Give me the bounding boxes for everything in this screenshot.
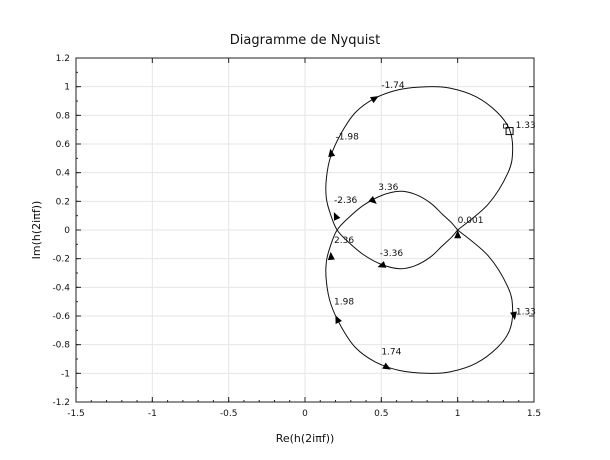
direction-arrow: [369, 96, 379, 104]
y-tick-label: 1.2: [56, 54, 70, 64]
x-tick-label: 1: [455, 409, 461, 419]
chart-title: Diagramme de Nyquist: [230, 33, 380, 48]
direction-arrow: [327, 251, 335, 261]
direction-arrow: [335, 315, 342, 325]
frequency-label: -2.36: [334, 196, 358, 206]
y-tick-label: 0.4: [56, 169, 71, 179]
direction-arrow: [328, 148, 336, 158]
y-tick-label: -0.8: [52, 341, 70, 351]
x-tick-label: 0: [302, 409, 308, 419]
y-tick-label: -1: [61, 369, 70, 379]
axis-ticks: -1.5 -1 -0.5 0 0.5 1 1.5 -1.2 -1 -0.8 -0.6 -0.4 -0.2…: [52, 54, 541, 419]
frequency-label: 1.33: [516, 121, 536, 131]
x-tick-label: -1: [148, 409, 157, 419]
nyquist-curve-2: [325, 190, 514, 374]
frequency-label: 1.98: [334, 298, 354, 308]
frequency-label: -1.33: [513, 308, 536, 318]
frequency-marker-small: [503, 123, 508, 129]
y-tick-label: 0.6: [56, 140, 71, 150]
direction-arrow: [454, 230, 462, 239]
frequency-label: -1.98: [336, 133, 360, 143]
y-axis-label: Im(h(2iπf)): [30, 201, 43, 260]
y-tick-label: 0.2: [56, 197, 70, 207]
direction-arrows: [327, 96, 517, 370]
frequency-label: 0.001: [458, 216, 484, 226]
y-tick-label: -0.2: [52, 255, 70, 265]
y-tick-label: -0.6: [52, 312, 70, 322]
grid: [76, 58, 534, 402]
direction-arrow: [382, 362, 391, 370]
frequency-marker: [505, 127, 514, 136]
frequency-annotations: -1.74 1.33 -1.98 3.36 -2.36 0.001 2.36 -3.36 1.9…: [334, 81, 536, 358]
direction-arrow: [510, 311, 517, 320]
direction-arrow: [368, 196, 377, 204]
y-tick-label: -0.4: [52, 283, 70, 293]
frequency-label: -3.36: [380, 249, 404, 259]
x-tick-label: -0.5: [220, 409, 238, 419]
y-tick-label: -1.2: [52, 398, 70, 408]
frequency-label: 2.36: [334, 236, 354, 246]
x-tick-label: -1.5: [67, 409, 85, 419]
y-tick-label: 1: [64, 83, 70, 93]
x-axis-label: Re(h(2iπf)): [276, 432, 335, 445]
frequency-label: -1.74: [381, 81, 405, 91]
frequency-label: 1.74: [381, 348, 401, 358]
x-tick-label: 0.5: [374, 409, 388, 419]
x-tick-label: 1.5: [527, 409, 541, 419]
direction-arrow: [333, 212, 341, 221]
y-tick-label: 0.8: [56, 111, 71, 121]
direction-arrow: [377, 261, 387, 268]
frequency-label: 3.36: [378, 183, 398, 193]
y-tick-label: 0: [64, 226, 70, 236]
